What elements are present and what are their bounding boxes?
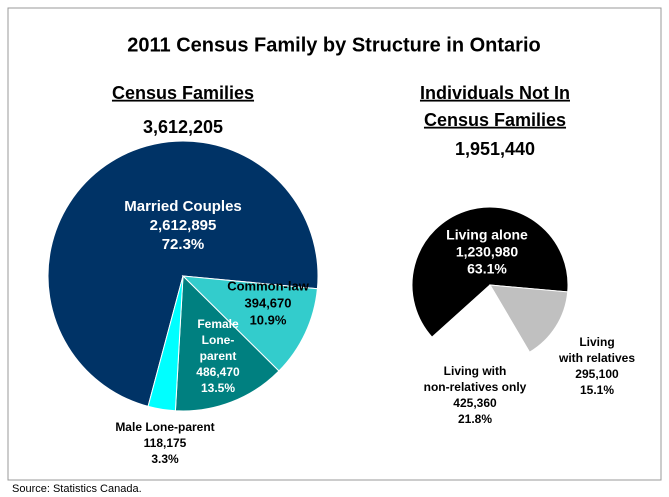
slice-percent: 72.3% <box>162 236 205 253</box>
slice-value: 394,670 <box>245 295 292 310</box>
slice-name: Female <box>197 317 239 331</box>
slice-name: Lone- <box>202 333 235 347</box>
slice-percent: 21.8% <box>458 412 492 426</box>
chart-title: 2011 Census Family by Structure in Ontar… <box>127 34 540 56</box>
pie-slice <box>174 274 280 412</box>
slice-percent: 3.3% <box>151 452 179 466</box>
slice-percent: 15.1% <box>580 383 614 397</box>
slice-value: 295,100 <box>575 367 619 381</box>
pie-title: Individuals Not In <box>420 83 570 103</box>
slice-value: 2,612,895 <box>150 217 217 234</box>
slice-name: non-relatives only <box>424 380 527 394</box>
pie-slice <box>47 140 319 408</box>
slice-name: Living with <box>444 364 507 378</box>
slice-name: Living <box>579 335 614 349</box>
slice-value: 486,470 <box>196 365 240 379</box>
pie-total: 1,951,440 <box>455 139 535 159</box>
pie-title: Census Families <box>424 110 566 130</box>
pie-slice <box>431 284 531 364</box>
slice-name: Married Couples <box>124 198 242 215</box>
slice-name: Common-law <box>227 278 310 293</box>
pie-slice <box>147 275 184 412</box>
slice-name: parent <box>200 349 237 363</box>
slice-percent: 13.5% <box>201 381 235 395</box>
slice-name: Male Lone-parent <box>115 420 214 434</box>
pie-slice <box>489 284 569 353</box>
pie-slice <box>411 206 569 338</box>
slice-value: 425,360 <box>453 396 497 410</box>
slice-name: with relatives <box>558 351 635 365</box>
slice-percent: 63.1% <box>467 261 507 277</box>
source: Source: Statistics Canada. <box>12 483 142 495</box>
slice-value: 1,230,980 <box>456 244 518 260</box>
pie-slice <box>181 275 318 372</box>
pie-total: 3,612,205 <box>143 117 223 137</box>
pie-title: Census Families <box>112 83 254 103</box>
slice-name: Living alone <box>446 227 528 243</box>
slice-value: 118,175 <box>144 436 187 450</box>
slice-percent: 10.9% <box>250 312 287 327</box>
